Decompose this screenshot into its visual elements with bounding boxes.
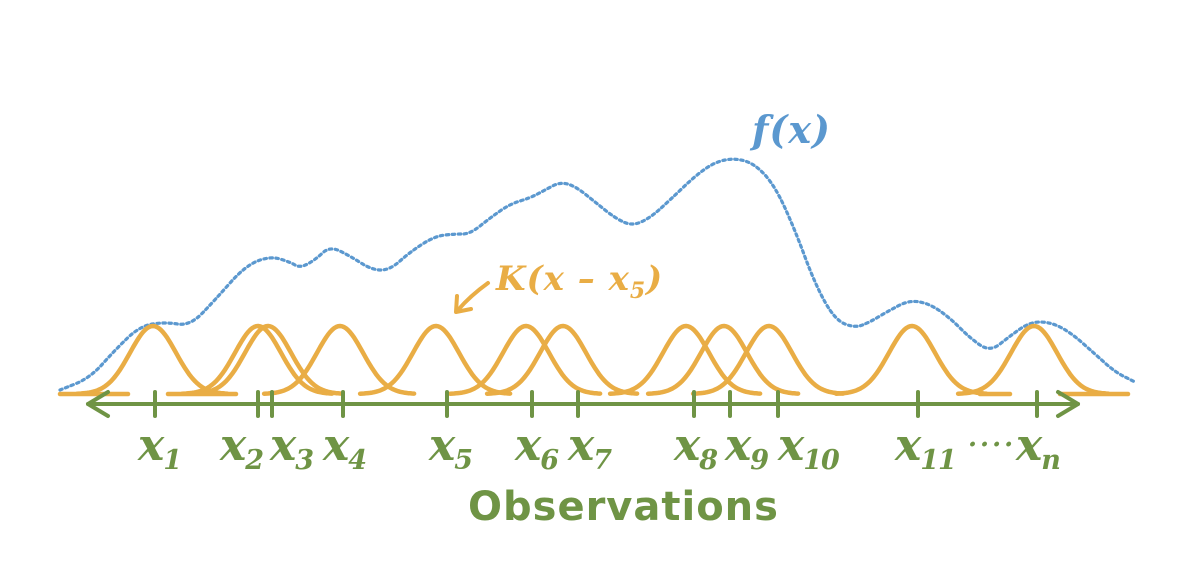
- kernel-curve: [357, 323, 513, 396]
- observation-label-sub: 2: [244, 445, 263, 476]
- observation-label-base: x: [514, 420, 542, 471]
- observation-label-sub: 8: [698, 445, 718, 476]
- observation-label-sub: n: [1041, 445, 1060, 476]
- observation-label-sub: 6: [540, 445, 559, 476]
- observation-label-sub: 7: [593, 445, 612, 476]
- kernel-curve: [74, 323, 230, 396]
- kernel-label: K(x – x5): [495, 259, 663, 304]
- observation-label-base: x: [724, 420, 752, 471]
- kernel-label-suffix: ): [644, 259, 663, 299]
- observation-label: xn: [1015, 420, 1060, 476]
- kernel-arrow: [456, 281, 490, 312]
- observation-label: x4: [322, 420, 366, 476]
- observation-ticks: [153, 390, 1039, 418]
- observation-label-sub: 4: [348, 445, 366, 476]
- observation-label: x1: [137, 420, 181, 476]
- observation-axis: [86, 390, 1080, 418]
- axis-title: Observations: [468, 484, 779, 530]
- observation-label-base: x: [269, 420, 297, 471]
- observation-label: x6: [514, 420, 559, 476]
- observation-label-sub: 5: [454, 445, 472, 476]
- density-label: f(x): [749, 107, 831, 152]
- observation-label-base: x: [322, 420, 350, 471]
- observation-labels: x1 x2 x3 x4 x5 x6 x7 x8 x9 x10 x11 xn: [137, 420, 1061, 476]
- kernel-arrow-head: [454, 294, 473, 314]
- observation-label: x8: [673, 420, 718, 476]
- kernel-curves: [57, 323, 1131, 397]
- kernel-curve: [189, 323, 345, 396]
- axis-arrow-right: [1056, 390, 1080, 418]
- density-curve: [58, 157, 1137, 392]
- observation-label-base: x: [219, 420, 247, 471]
- kernel-curve: [833, 323, 989, 396]
- kernel-curve: [645, 323, 801, 396]
- observation-ellipsis: ....: [968, 423, 1016, 453]
- observation-label: x10: [777, 420, 840, 476]
- observation-label: x3: [269, 420, 313, 476]
- observation-label-base: x: [567, 420, 595, 471]
- observation-label: x9: [724, 420, 769, 476]
- observation-label: x2: [219, 420, 263, 476]
- observation-label: x5: [428, 420, 472, 476]
- observation-label-sub: 1: [163, 445, 181, 476]
- observation-label-base: x: [894, 420, 922, 471]
- axis-arrow-left: [86, 390, 110, 418]
- observation-label-base: x: [137, 420, 165, 471]
- kernel-curve: [955, 323, 1111, 396]
- kernel-curve: [179, 323, 335, 396]
- observation-label: x11: [894, 420, 956, 476]
- kernel-curve: [607, 323, 763, 396]
- observation-label-sub: 11: [920, 445, 956, 476]
- observation-label-sub: 10: [803, 445, 840, 476]
- observation-label-sub: 3: [295, 445, 313, 476]
- observation-label: x7: [567, 420, 612, 476]
- kernel-curve: [484, 323, 640, 396]
- kernel-label-prefix: K(x – x: [495, 259, 630, 299]
- observation-label-base: x: [1015, 420, 1043, 471]
- observation-label-base: x: [777, 420, 805, 471]
- kernel-curve: [690, 323, 846, 396]
- observation-label-base: x: [673, 420, 701, 471]
- kernel-annotation: K(x – x5): [454, 259, 663, 314]
- kernel-label-sub: 5: [630, 278, 646, 304]
- observation-label-sub: 9: [750, 445, 769, 476]
- observation-label-base: x: [428, 420, 456, 471]
- kernel-curve: [447, 323, 603, 396]
